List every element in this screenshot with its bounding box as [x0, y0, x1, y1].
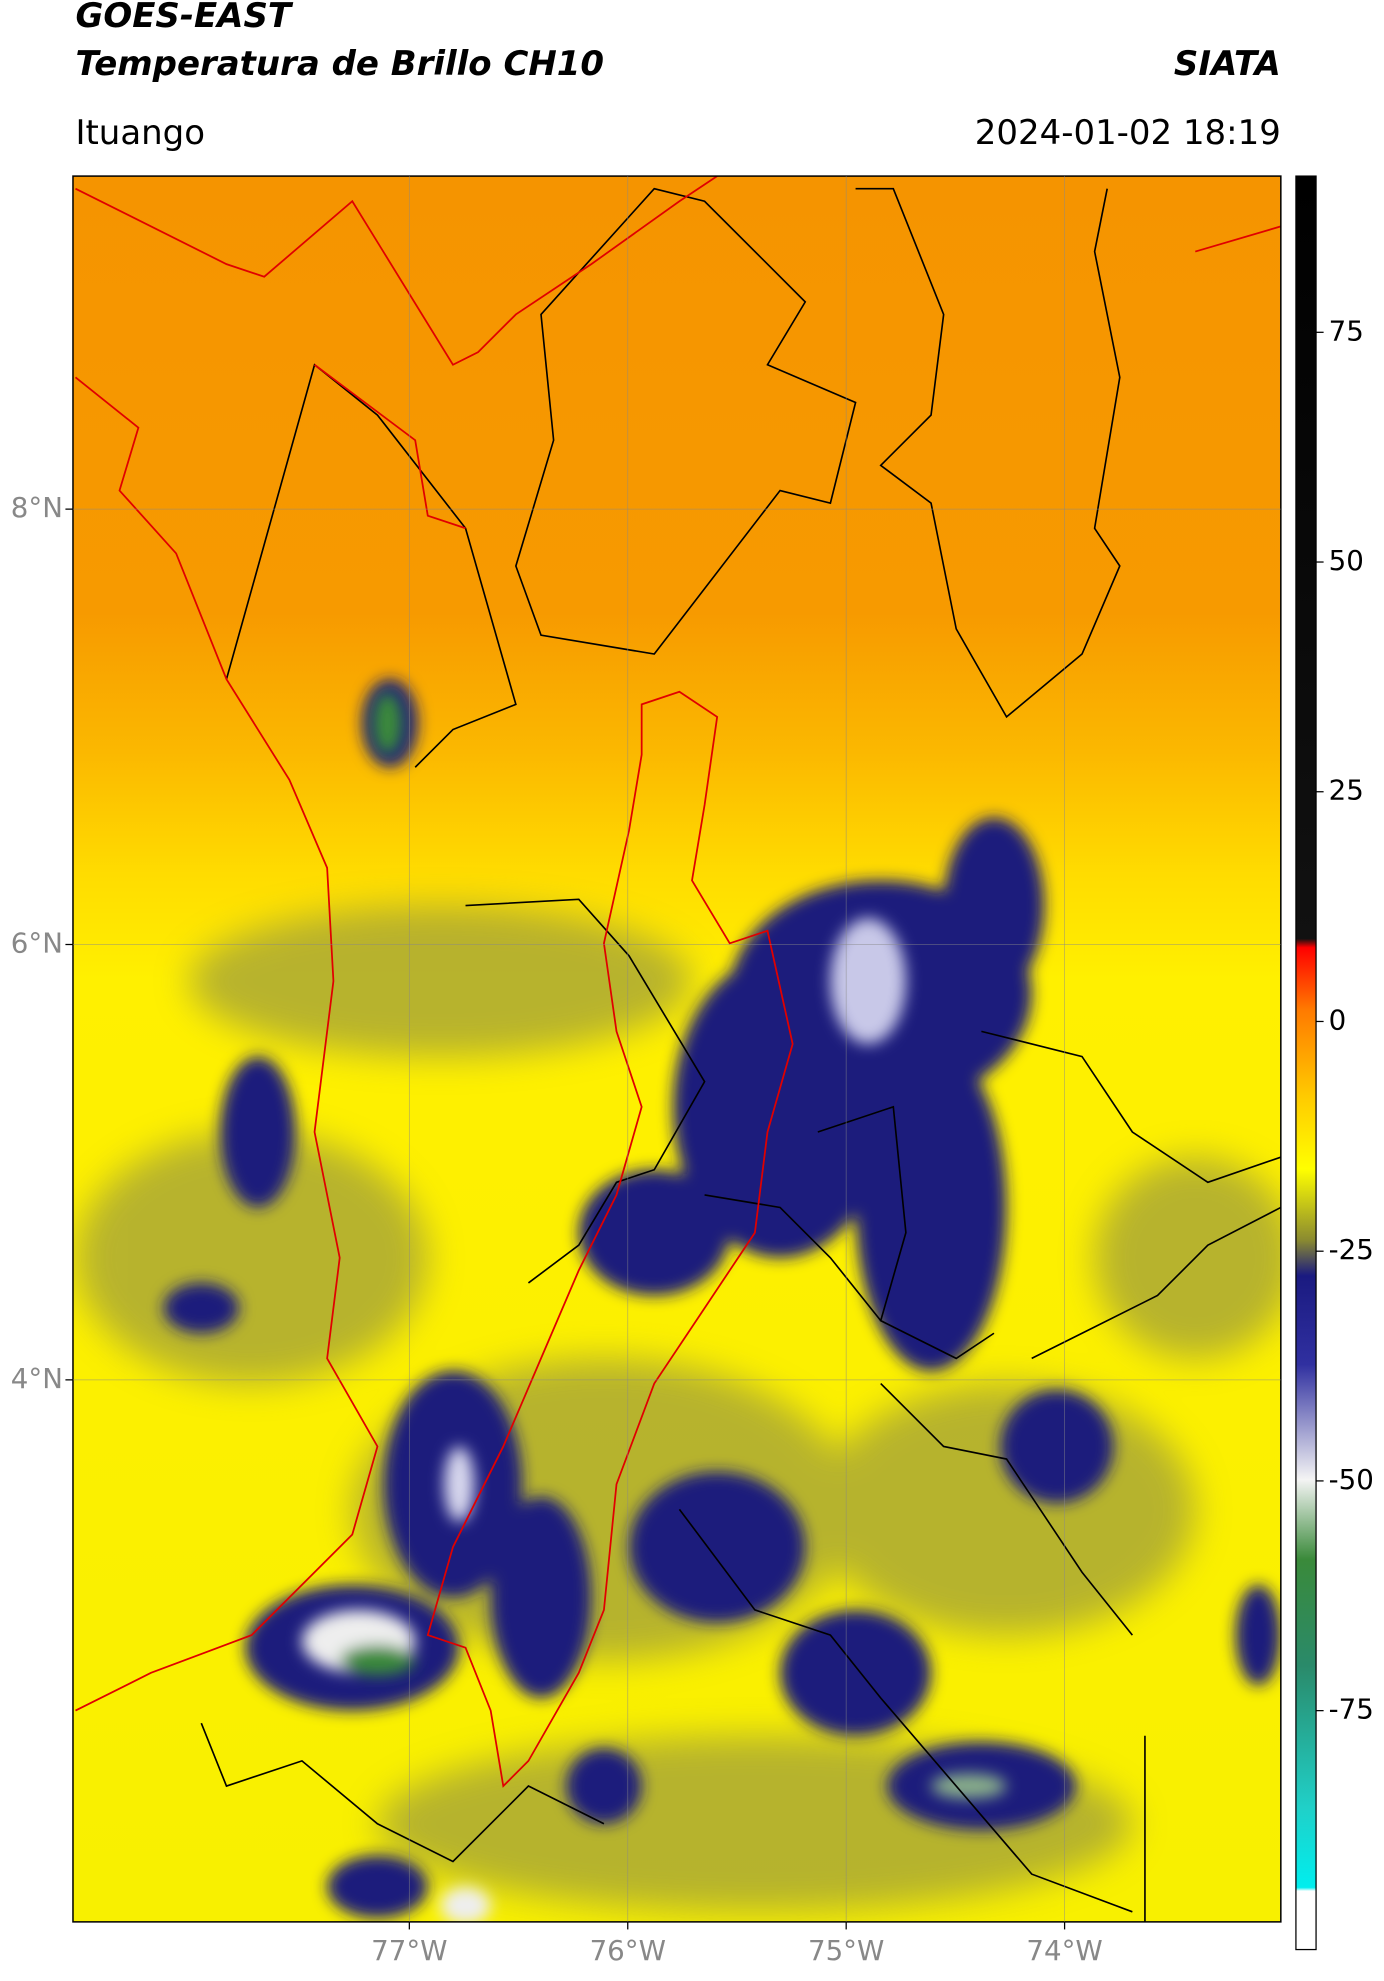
- title: GOES-EAST: [75, 0, 293, 36]
- y-tick-label: 4°N: [11, 1362, 63, 1395]
- x-tick-label: 76°W: [590, 1934, 666, 1967]
- colorbar-tick-label: 0: [1329, 1003, 1347, 1036]
- colorbar: [1295, 175, 1317, 1951]
- y-tick-label: 6°N: [11, 927, 63, 960]
- map-frame: [72, 175, 1282, 1923]
- colorbar-tick-label: 75: [1329, 314, 1364, 347]
- source: SIATA: [1174, 44, 1281, 84]
- subtitle: Temperatura de Brillo CH10: [75, 44, 604, 84]
- colorbar-tick-label: -75: [1329, 1693, 1374, 1726]
- satellite-field: [72, 176, 1281, 1922]
- colorbar-tick-label: -50: [1329, 1463, 1374, 1496]
- region: Ituango: [75, 113, 205, 153]
- colorbar-tick-label: 25: [1329, 774, 1364, 807]
- colorbar-tick-label: 50: [1329, 544, 1364, 577]
- colorbar-tick-label: -25: [1329, 1233, 1374, 1266]
- x-tick-label: 74°W: [1026, 1934, 1102, 1967]
- y-tick-label: 8°N: [11, 491, 63, 524]
- datetime: 2024-01-02 18:19: [975, 113, 1281, 153]
- x-tick-label: 77°W: [371, 1934, 447, 1967]
- x-tick-label: 75°W: [808, 1934, 884, 1967]
